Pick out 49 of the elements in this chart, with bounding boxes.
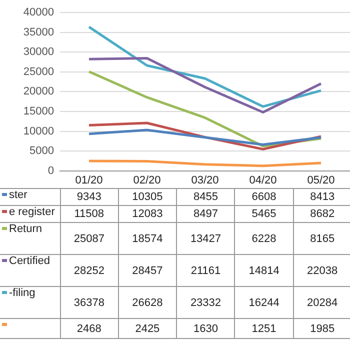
y-tick-label: 25000 — [23, 66, 54, 78]
data-label: 25087 — [60, 222, 118, 254]
data-label: 22038 — [293, 254, 350, 286]
data-label: 2468 — [60, 318, 118, 338]
data-label: 14814 — [234, 254, 294, 286]
legend-label: Certified — [9, 255, 50, 267]
legend-label: ster — [9, 189, 28, 201]
y-tick-label: 20000 — [23, 86, 54, 98]
data-label: 8497 — [176, 206, 235, 222]
data-label: 8413 — [293, 188, 350, 206]
data-label: 28252 — [60, 254, 118, 286]
data-label: 20284 — [293, 286, 350, 318]
data-label: 18574 — [118, 222, 177, 254]
data-label: 8455 — [176, 188, 235, 206]
x-tick-label: 01/20 — [75, 174, 103, 186]
y-tick-label: 5000 — [30, 145, 54, 158]
data-label: 16244 — [234, 286, 294, 318]
legend-label: e register — [9, 206, 55, 218]
y-tick-label: 30000 — [23, 46, 54, 58]
data-label: 6608 — [234, 188, 294, 206]
x-tick-label: 05/20 — [307, 174, 335, 186]
y-tick-label: 15000 — [23, 106, 54, 118]
data-label: 13427 — [176, 222, 235, 254]
data-label: 8682 — [293, 206, 350, 222]
x-tick-label: 04/20 — [249, 174, 277, 186]
legend-label: -filing — [9, 287, 36, 299]
data-label: 1251 — [234, 318, 294, 338]
data-label: 36378 — [60, 286, 118, 318]
data-label: 1630 — [176, 318, 235, 338]
data-label: 8165 — [293, 222, 350, 254]
data-label: 10305 — [118, 188, 177, 206]
y-tick-label: 35000 — [23, 26, 54, 38]
y-tick-label: 0 — [48, 164, 54, 177]
x-tick-label: 03/20 — [191, 174, 219, 186]
data-label: 9343 — [60, 188, 118, 206]
y-tick-label: 40000 — [23, 6, 54, 19]
data-label: 1985 — [293, 318, 350, 338]
data-label: 11508 — [60, 206, 118, 222]
y-tick-label: 10000 — [23, 125, 54, 138]
data-label: 21161 — [176, 254, 235, 286]
legend-label: Return — [9, 223, 42, 235]
data-label: 26628 — [118, 286, 177, 318]
x-tick-label: 02/20 — [133, 174, 161, 186]
data-label: 5465 — [234, 206, 294, 222]
data-label: 6228 — [234, 222, 294, 254]
data-label: 23332 — [176, 286, 235, 318]
data-label: 2425 — [118, 318, 177, 338]
data-label: 12083 — [118, 206, 177, 222]
data-label: 28457 — [118, 254, 177, 286]
